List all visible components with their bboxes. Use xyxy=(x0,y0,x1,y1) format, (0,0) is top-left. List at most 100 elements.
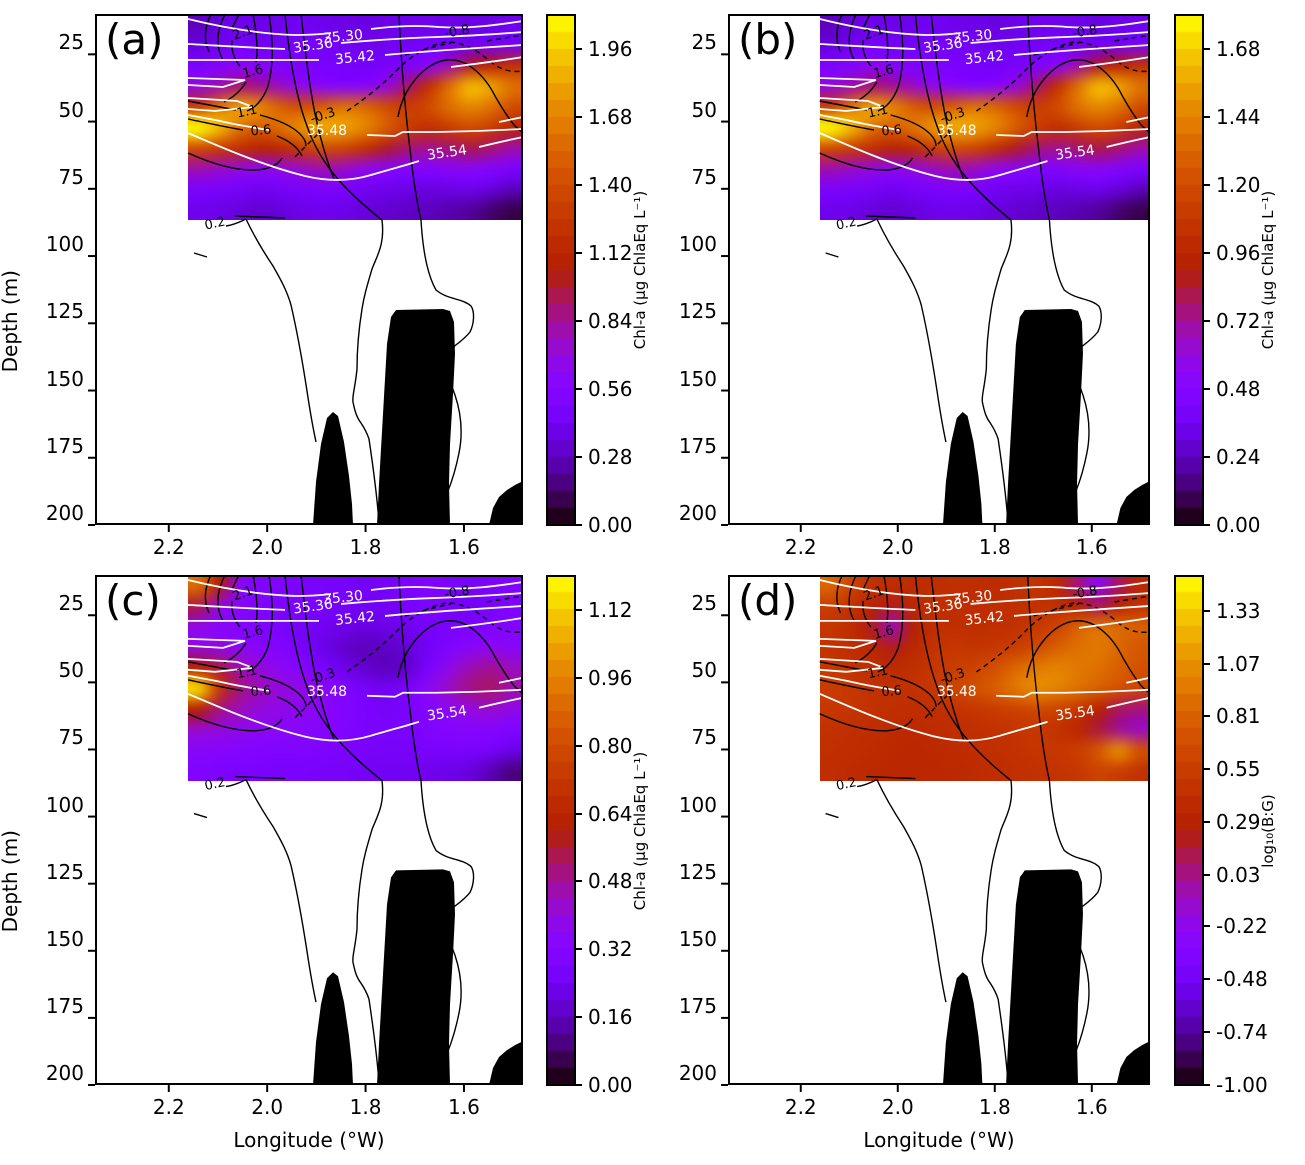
seamount-left xyxy=(313,972,353,1085)
salinity-label: 35.30 xyxy=(952,588,993,608)
x-axis-label: Longitude (°W) xyxy=(233,1128,385,1152)
axes-spines xyxy=(95,14,523,525)
colorbar-axis-label: Chl-a (µg ChlaEq L⁻¹) xyxy=(631,190,649,350)
canyon-west-wall xyxy=(284,13,384,524)
tick-marks xyxy=(88,614,465,1092)
salinity-label: 35.30 xyxy=(952,27,993,47)
canyon-west-wall xyxy=(914,13,1013,524)
x-tick-label: 2.0 xyxy=(881,1095,914,1119)
salinity-label: 35.30 xyxy=(322,27,364,47)
y-tick-label: 100 xyxy=(45,792,84,817)
colorbar-tick xyxy=(1203,609,1210,612)
colorbar-tick-label: 0.80 xyxy=(588,733,633,758)
panel-b: 35.30 35.36 35.42 35.48 35.54 2.1 1.6 1.… xyxy=(679,13,1151,559)
black-contours xyxy=(819,574,1151,1086)
colorbar-tick xyxy=(1203,715,1210,718)
colorbar-tick-label: 0.00 xyxy=(588,1073,633,1097)
dashed-contour-label: -0.3 xyxy=(309,105,338,127)
y-tick-label: 25 xyxy=(58,30,84,55)
colorbar-tick-label: 0.72 xyxy=(1216,309,1261,333)
y-tick-label: 125 xyxy=(45,859,84,884)
colorbar-tick-label: 0.81 xyxy=(1216,704,1261,729)
colorbar-tick-label: 0.00 xyxy=(588,513,633,537)
y-tick-label: 175 xyxy=(678,993,717,1018)
panel-overlay-svg: 35.30 35.36 35.42 35.48 35.54 2.1 1.6 1.… xyxy=(721,574,1151,1092)
colorbar-d: 1.33 1.07 0.81 0.55 0.29 0.03 -0.22 -0.48 -0.74 -… xyxy=(1174,575,1277,1097)
salinity-label: 35.36 xyxy=(292,596,334,617)
seabed-topography xyxy=(942,309,1150,525)
black-contour-label: 1.1 xyxy=(235,103,258,122)
colorbar-tick-label: 0.00 xyxy=(1216,513,1261,537)
seamount-left xyxy=(313,412,353,525)
colorbar-tick xyxy=(1203,456,1210,458)
salinity-label: 35.42 xyxy=(964,48,1005,68)
colorbar-tick-label: -0.74 xyxy=(1216,1020,1268,1045)
colorbar-tick xyxy=(1203,925,1210,928)
dashed-contour-label: -0.3 xyxy=(309,666,338,688)
panel-overlay-svg: 35.30 35.36 35.42 35.48 35.54 2.1 1.6 1.… xyxy=(721,13,1151,532)
y-tick-label: 150 xyxy=(45,926,84,951)
colorbar-tick-label: 1.40 xyxy=(588,173,633,197)
black-contour-label: 1.6 xyxy=(241,623,265,643)
colorbar-tick-label: 0.56 xyxy=(588,377,633,401)
colorbar-tick-label: 1.12 xyxy=(588,597,633,622)
colorbar-tick xyxy=(575,184,582,186)
arch-contour xyxy=(1026,59,1151,134)
colorbar-axis-label: log₁₀(B:G) xyxy=(1259,793,1277,868)
black-contour-label: 2.1 xyxy=(862,22,886,43)
contour-label-group: 35.30 35.36 35.42 35.48 35.54 2.1 1.6 1.… xyxy=(203,583,470,794)
panel-overlay-svg: 35.30 35.36 35.42 35.48 35.54 2.1 1.6 1.… xyxy=(88,574,524,1092)
panel-c: 35.30 35.36 35.42 35.48 35.54 2.1 1.6 1.… xyxy=(0,574,524,1152)
canyon-west-wall xyxy=(914,574,1013,1084)
x-tick-label: 1.8 xyxy=(978,1095,1011,1119)
y-tick-label: 175 xyxy=(45,993,84,1018)
colorbar-tick xyxy=(1203,874,1210,877)
y-tick-label: 150 xyxy=(678,926,717,951)
seamount-main xyxy=(1006,869,1083,1085)
black-contour-label: 1.6 xyxy=(872,623,896,643)
black-contour-label: 2.1 xyxy=(231,583,256,604)
panel-letter: (c) xyxy=(105,576,161,625)
colorbar-tick xyxy=(575,456,582,458)
black-contour-label: 1.1 xyxy=(235,663,258,682)
y-tick-label: 125 xyxy=(678,859,717,884)
dashed-contour-label: -0.8 xyxy=(443,22,471,41)
contour-0p2-dash xyxy=(825,252,839,258)
axes-spines xyxy=(728,14,1150,525)
y-tick-label: 75 xyxy=(691,725,717,750)
seamount-left xyxy=(942,972,983,1085)
canyon-west-wall xyxy=(284,574,384,1084)
colorbar-tick xyxy=(575,1016,582,1019)
colorbar-tick-label: -0.22 xyxy=(1216,914,1268,939)
y-tick-label: 50 xyxy=(691,658,717,683)
black-contour-label: 1.1 xyxy=(866,663,889,682)
black-contours xyxy=(187,13,524,526)
colorbar-tick-label: 1.12 xyxy=(588,241,633,265)
colorbar-tick xyxy=(1203,116,1210,118)
panel-letter: (a) xyxy=(105,15,164,64)
y-tick-label: 75 xyxy=(58,164,84,189)
contour-label-group: 35.30 35.36 35.42 35.48 35.54 2.1 1.6 1.… xyxy=(835,22,1099,233)
dashed-contour-label: -0.8 xyxy=(1071,22,1098,41)
colorbar-tick-label: 0.48 xyxy=(588,869,633,894)
y-tick-label: 200 xyxy=(678,1061,717,1085)
contour-0p2-dash xyxy=(825,812,839,819)
salinity-label: 35.54 xyxy=(1054,703,1095,725)
y-tick-label: 50 xyxy=(691,97,717,122)
colorbar-tick xyxy=(575,880,582,883)
black-contour-label: 2.1 xyxy=(231,22,256,43)
colorbar-tick-label: 0.24 xyxy=(1216,445,1261,469)
axes-spines xyxy=(728,575,1150,1085)
colorbar-tick xyxy=(575,116,582,118)
y-tick-label: 125 xyxy=(678,299,717,324)
colorbar-tick-label: 0.03 xyxy=(1216,863,1261,888)
y-tick-label: 175 xyxy=(45,433,84,458)
colorbar-tick-label: 0.29 xyxy=(1216,810,1261,835)
tick-marks xyxy=(721,53,1093,532)
black-contours xyxy=(187,574,524,1086)
y-tick-label: 100 xyxy=(678,792,717,817)
canyon-east-wall xyxy=(398,13,475,526)
x-tick-label: 2.2 xyxy=(784,535,817,559)
x-axis-label: Longitude (°W) xyxy=(863,1128,1015,1152)
